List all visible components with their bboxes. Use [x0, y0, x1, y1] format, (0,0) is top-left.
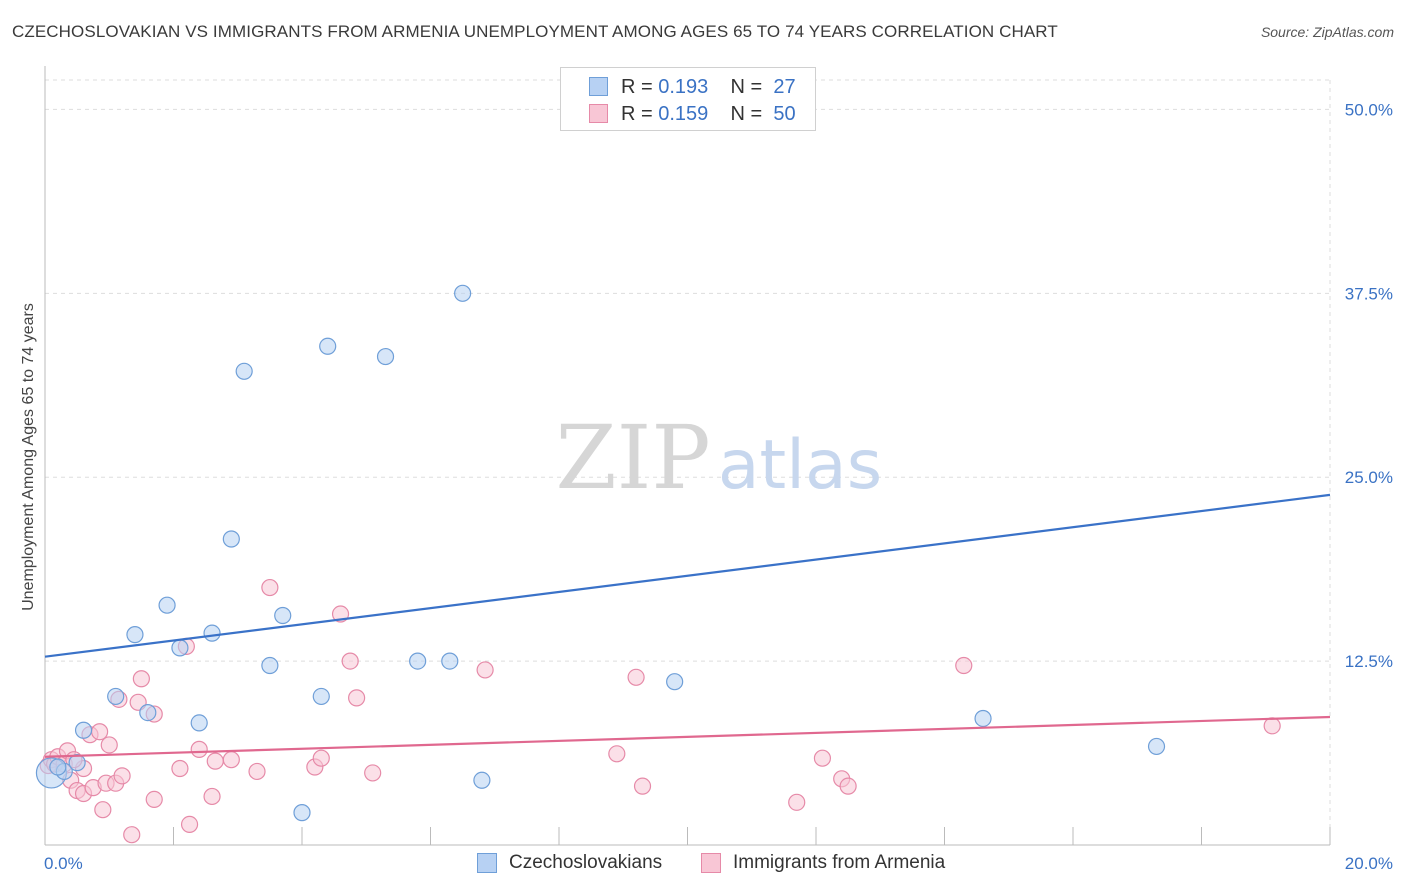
points-layer [35, 284, 1281, 844]
point-armenia [348, 689, 366, 707]
stats-legend: R = 0.193 N = 27 R = 0.159 N = 50 [560, 67, 816, 131]
point-armenia [608, 745, 626, 763]
legend-row-armenia: R = 0.159 N = 50 [621, 102, 796, 126]
x-tick-label: 20.0% [1345, 854, 1393, 873]
source-label: Source: ZipAtlas.com [1260, 24, 1394, 40]
point-armenia [100, 736, 118, 754]
y-tick-label: 37.5% [1345, 284, 1393, 303]
point-armenia [955, 656, 973, 675]
bottom-legend-czechoslovakians: Czechoslovakians [477, 852, 662, 874]
point-czechoslovakians [319, 337, 337, 355]
point-czechoslovakians [1147, 737, 1166, 756]
legend-n-label: N = [730, 75, 763, 98]
watermark-atlas: atlas [718, 426, 882, 505]
point-armenia [364, 764, 382, 782]
point-armenia [248, 762, 266, 781]
point-armenia [1263, 717, 1281, 735]
point-czechoslovakians [171, 639, 189, 657]
point-czechoslovakians [666, 673, 684, 691]
point-czechoslovakians [49, 758, 67, 776]
chart-title: CZECHOSLOVAKIAN VS IMMIGRANTS FROM ARMEN… [12, 22, 1058, 41]
x-tick-label: 0.0% [44, 854, 83, 873]
point-czechoslovakians [293, 804, 311, 822]
point-armenia [132, 670, 150, 688]
legend-r-value: 0.193 [658, 75, 709, 98]
point-czechoslovakians [454, 284, 472, 302]
legend-n-value: 50 [773, 102, 796, 125]
y-axis-label: Unemployment Among Ages 65 to 74 years [20, 303, 37, 611]
legend-row-czechoslovakians: R = 0.193 N = 27 [621, 75, 796, 99]
point-czechoslovakians [158, 596, 176, 614]
axis-layer [44, 66, 1331, 846]
legend-r-label: R = [621, 102, 653, 125]
bottom-legend-label: Czechoslovakians [509, 852, 663, 873]
label-layer: 12.5% 25.0% 37.5% 50.0% 0.0% 20.0% [44, 100, 1393, 873]
point-czechoslovakians [235, 362, 253, 380]
point-czechoslovakians [139, 703, 157, 722]
point-armenia [261, 578, 279, 597]
point-armenia [312, 749, 330, 767]
point-armenia [123, 826, 141, 844]
point-czechoslovakians [68, 754, 86, 772]
trendline-czechoslovakians [44, 493, 1331, 658]
legend-swatch-czechoslovakians [589, 77, 608, 96]
point-armenia [171, 759, 189, 778]
point-armenia [813, 749, 832, 767]
point-armenia [145, 790, 163, 808]
point-armenia [190, 740, 208, 758]
point-armenia [788, 793, 806, 811]
y-tick-label: 50.0% [1345, 100, 1393, 119]
bottom-legend-label: Immigrants from Armenia [733, 852, 946, 873]
point-czechoslovakians [376, 347, 395, 366]
point-czechoslovakians [274, 606, 292, 625]
point-armenia [180, 815, 199, 834]
point-czechoslovakians [261, 656, 279, 675]
legend-n-label: N = [730, 102, 763, 125]
legend-n-value: 27 [773, 75, 796, 98]
trendline-armenia [44, 715, 1331, 758]
legend-r-label: R = [621, 75, 653, 98]
point-czechoslovakians [312, 687, 330, 706]
point-armenia [476, 661, 494, 679]
point-armenia [113, 767, 131, 785]
point-armenia [203, 787, 221, 806]
legend-r-value: 0.159 [658, 102, 709, 125]
point-armenia [627, 668, 645, 686]
point-czechoslovakians [441, 652, 459, 670]
point-armenia [91, 723, 109, 741]
legend-swatch-armenia [589, 104, 608, 123]
point-czechoslovakians [222, 530, 240, 548]
point-armenia [222, 751, 240, 769]
point-czechoslovakians [473, 771, 491, 789]
point-czechoslovakians [74, 721, 93, 739]
point-czechoslovakians [409, 652, 427, 670]
bottom-legend-swatch [477, 853, 497, 873]
point-armenia [341, 652, 359, 670]
point-armenia [839, 777, 857, 795]
point-czechoslovakians [126, 626, 144, 644]
trend-layer [44, 493, 1331, 758]
point-armenia [94, 801, 112, 819]
bottom-legend-swatch [701, 853, 721, 873]
watermark-zip: ZIP [555, 406, 710, 509]
y-tick-label: 12.5% [1345, 652, 1393, 671]
point-czechoslovakians [974, 709, 992, 728]
point-czechoslovakians [203, 624, 221, 642]
point-czechoslovakians [190, 714, 208, 732]
point-armenia [633, 777, 652, 795]
bottom-legend-armenia: Immigrants from Armenia [701, 852, 945, 874]
y-tick-label: 25.0% [1345, 468, 1393, 487]
point-armenia [206, 752, 224, 770]
point-czechoslovakians [107, 687, 125, 706]
